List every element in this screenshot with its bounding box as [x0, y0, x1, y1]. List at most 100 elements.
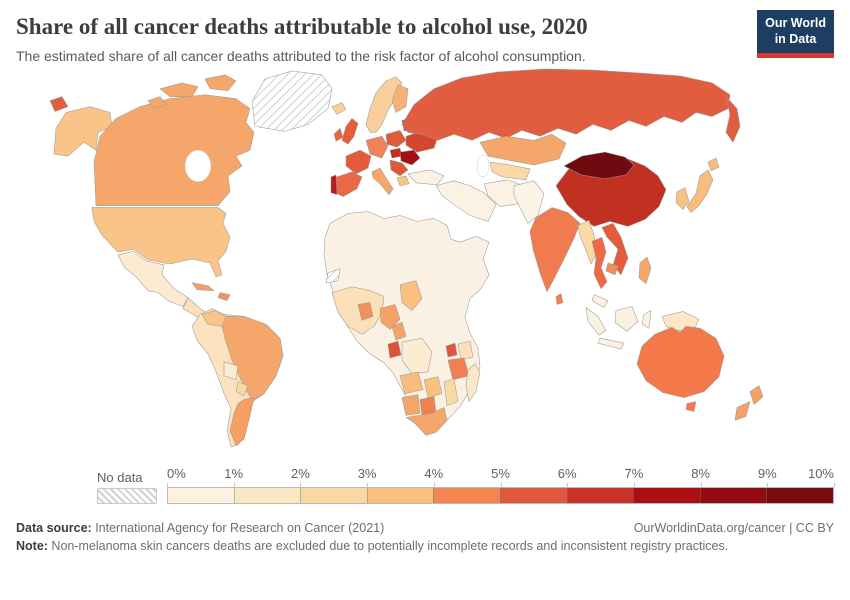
owid-logo-line2: in Data [774, 31, 817, 46]
map-region-laos-vietnam[interactable] [601, 223, 629, 276]
map-region-gabon[interactable] [387, 341, 402, 359]
map-region-germany-central[interactable] [365, 136, 389, 159]
map-region-western-sahara[interactable] [325, 268, 341, 284]
map-region-indonesia[interactable] [641, 310, 652, 329]
legend-bin-1%-2%[interactable] [233, 488, 301, 504]
map-region-poland[interactable] [385, 130, 407, 148]
map-region-korea[interactable] [675, 187, 690, 211]
map-region-angola[interactable] [399, 371, 424, 395]
data-source-line: Data source: International Agency for Re… [16, 519, 384, 537]
map-region-myanmar[interactable] [577, 220, 598, 265]
map-region-mozambique[interactable] [443, 378, 459, 406]
map-region-balkans[interactable] [389, 159, 409, 177]
map-region-cambodia[interactable] [605, 262, 619, 276]
map-region-russia[interactable] [401, 68, 731, 141]
map-region-italy[interactable] [371, 167, 394, 196]
legend-bin-8%-9%[interactable] [699, 488, 767, 504]
map-region-kazakhstan[interactable] [479, 134, 567, 166]
map-region-malaysia[interactable] [591, 294, 609, 309]
legend-tick-label: 1% [224, 466, 244, 482]
map-region-paraguay[interactable] [235, 381, 249, 397]
map-region-canada[interactable] [93, 94, 255, 207]
map-region-pakistan-afghanistan[interactable] [513, 180, 545, 224]
map-region-indonesia[interactable] [614, 306, 639, 332]
map-region-venezuela[interactable] [201, 310, 227, 327]
map-region-canadian-arctic[interactable] [147, 96, 167, 110]
owid-logo-line1: Our World [765, 16, 826, 30]
map-region-drc[interactable] [401, 338, 433, 375]
map-region-west-africa[interactable] [331, 286, 385, 335]
map-region-romania[interactable] [399, 150, 421, 166]
map-region-new-zealand[interactable] [734, 401, 751, 421]
no-data-label: No data [97, 470, 143, 486]
map-region-tasmania[interactable] [685, 401, 697, 412]
map-region-indonesia[interactable] [597, 338, 625, 350]
map-region-namibia[interactable] [401, 394, 421, 416]
map-region-central-asia[interactable] [489, 161, 531, 181]
map-region-madagascar[interactable] [465, 363, 481, 403]
legend-bin-6%-7%[interactable] [566, 488, 634, 504]
map-region-uk[interactable] [341, 118, 359, 145]
map-region-north-africa[interactable] [323, 211, 490, 436]
world-map [49, 68, 764, 448]
map-region-russia-kamchatka[interactable] [725, 96, 741, 143]
map-region-india[interactable] [529, 207, 581, 293]
legend-tick-label: 2% [290, 466, 310, 482]
map-region-turkey[interactable] [407, 169, 445, 186]
map-region-thailand[interactable] [591, 237, 608, 290]
map-region-greenland[interactable] [251, 70, 333, 132]
legend-tick-label: 10% [807, 466, 834, 482]
legend-no-data[interactable]: No data [97, 470, 157, 505]
map-region-france[interactable] [345, 150, 372, 175]
legend-bin-5%-6%[interactable] [499, 488, 567, 504]
map-region-greece[interactable] [396, 175, 410, 187]
map-region-canadian-arctic[interactable] [204, 74, 237, 92]
map-region-canadian-arctic[interactable] [159, 82, 199, 98]
map-region-philippines[interactable] [638, 256, 652, 285]
map-region-cameroon[interactable] [391, 322, 407, 341]
legend-color-bar: 0% 1% 2% 3% 4% 5% 6% 7% 8% 9% 10% [167, 466, 835, 505]
map-region-mexico[interactable] [117, 251, 189, 308]
legend-bin-9%-10%[interactable] [766, 488, 833, 504]
map-region-spain[interactable] [333, 171, 363, 198]
legend-bin-0%-1%[interactable] [168, 488, 234, 504]
map-region-south-africa[interactable] [405, 407, 448, 436]
map-region-ireland[interactable] [333, 128, 344, 142]
map-region-burkina-ghana[interactable] [357, 302, 374, 321]
map-region-finland[interactable] [391, 84, 409, 114]
map-region-portugal[interactable] [330, 174, 338, 196]
map-region-russia-chukotka[interactable] [49, 96, 69, 113]
map-region-usa[interactable] [91, 207, 231, 278]
legend-bin-7%-8%[interactable] [633, 488, 700, 504]
caspian-sea-water [476, 155, 490, 178]
map-region-sahel-chad[interactable] [399, 280, 423, 311]
map-region-japan[interactable] [707, 158, 720, 172]
owid-logo[interactable]: Our World in Data [757, 10, 834, 59]
map-region-nigeria[interactable] [379, 304, 401, 330]
map-region-indonesia[interactable] [585, 307, 607, 336]
map-region-argentina[interactable] [229, 397, 255, 446]
map-region-cuba[interactable] [191, 282, 215, 292]
legend-bin-4%-5%[interactable] [433, 488, 500, 504]
legend-tick-mark [500, 483, 502, 488]
owid-cc-link[interactable]: OurWorldinData.org/cancer | CC BY [633, 521, 834, 536]
map-region-bolivia[interactable] [223, 361, 239, 381]
map-region-new-zealand[interactable] [749, 385, 764, 406]
legend-bin-3%-4%[interactable] [366, 488, 434, 504]
legend-tick-label: 4% [424, 466, 444, 482]
map-region-iceland[interactable] [331, 102, 347, 116]
map-region-middle-east[interactable] [435, 180, 497, 222]
chart-header: Share of all cancer deaths attributable … [0, 0, 850, 65]
legend-bin-2%-3%[interactable] [300, 488, 367, 504]
map-region-kenya[interactable] [457, 341, 474, 361]
no-data-swatch[interactable] [97, 488, 157, 505]
map-region-hispaniola[interactable] [217, 292, 231, 302]
map-region-mongolia[interactable] [563, 152, 635, 180]
map-region-japan[interactable] [686, 169, 714, 213]
map-region-uganda[interactable] [445, 343, 458, 358]
map-region-sri-lanka[interactable] [555, 293, 564, 306]
map-region-brazil[interactable] [221, 316, 284, 402]
map-region-zambia-zimbabwe[interactable] [423, 376, 443, 399]
map-region-australia[interactable] [636, 326, 725, 399]
